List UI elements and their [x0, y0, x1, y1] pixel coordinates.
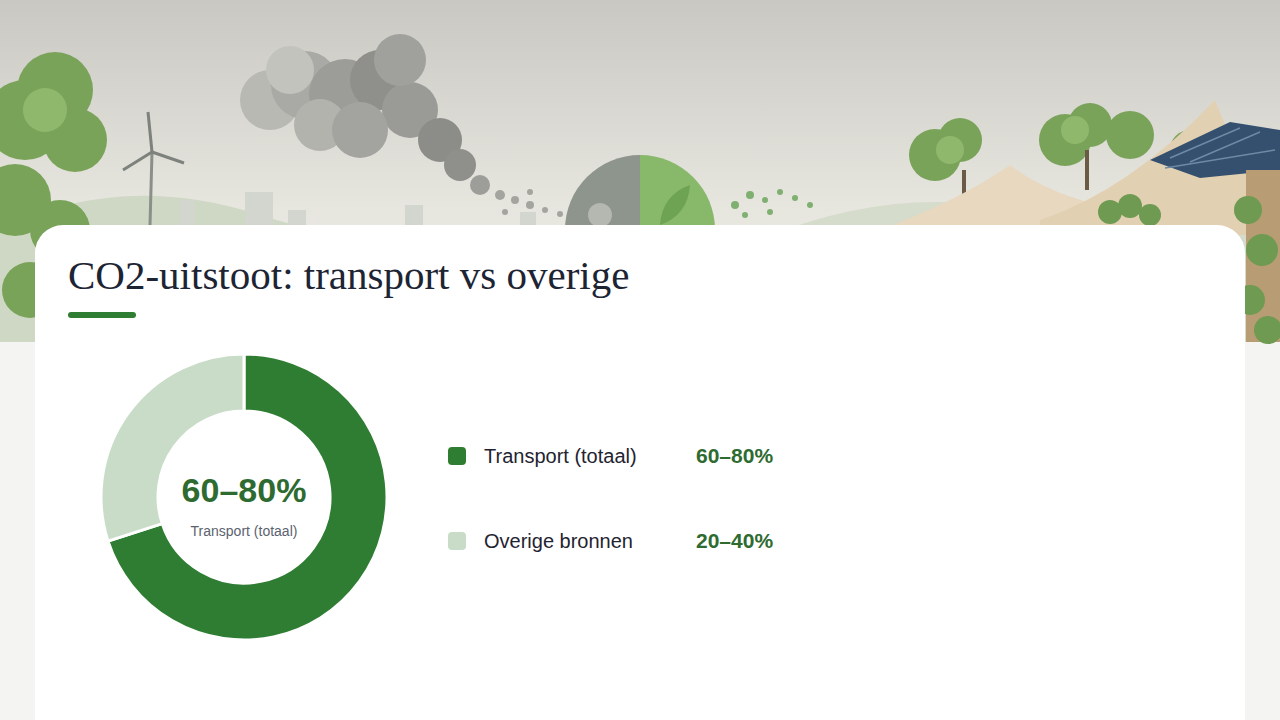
smoke-dot [527, 189, 533, 195]
legend-swatch [448, 532, 466, 550]
smoke-dot [526, 201, 534, 209]
turbine-mast [150, 152, 152, 225]
wall [1246, 170, 1280, 342]
legend-value: 60–80% [696, 444, 773, 467]
smoke-dot [557, 211, 563, 217]
tree-highlight [936, 136, 964, 164]
tree-highlight [1061, 116, 1089, 144]
leaf-dot [792, 195, 798, 201]
smoke-dot [511, 196, 519, 204]
emblem-right [640, 155, 715, 230]
smoke-cloud [470, 175, 490, 195]
title-underline [68, 312, 136, 318]
chart-svg: CO2-uitstoot: transport vs overige 60–80%… [0, 0, 1280, 720]
leaf-dot [767, 209, 773, 215]
smoke-dot [542, 207, 548, 213]
solar-grid [1165, 128, 1275, 168]
leaf-dot [807, 202, 813, 208]
smoke-cloud [266, 46, 314, 94]
emblem-cloud [588, 203, 612, 227]
leaf-dot [777, 189, 783, 195]
slices [101, 354, 387, 640]
emblem-leaf [660, 185, 690, 225]
leaf-dot [731, 201, 739, 209]
legend: Transport (totaal) 60–80% Overige bronnen 2… [448, 444, 773, 552]
smoke-cloud [374, 34, 426, 86]
vine [1234, 196, 1262, 224]
tent [1040, 100, 1280, 235]
vine [1139, 204, 1161, 226]
chart-title: CO2-uitstoot: transport vs overige [68, 252, 629, 298]
smoke-dot [495, 190, 505, 200]
turbine-blade [123, 152, 152, 170]
vine [1118, 194, 1142, 218]
legend-value: 20–40% [696, 529, 773, 552]
solar-panel [1150, 122, 1280, 178]
center-value: 60–80% [182, 471, 307, 509]
vine [1254, 316, 1280, 344]
smoke-dot [502, 209, 508, 215]
tree-highlight [23, 88, 67, 132]
leaf-dot [762, 197, 768, 203]
leaf-dot [742, 212, 748, 218]
chart-root: CO2-uitstoot: transport vs overige 60–80%… [0, 0, 1280, 720]
turbine-blade [152, 152, 184, 163]
legend-swatch [448, 447, 466, 465]
donut-slice [101, 354, 244, 541]
vine [1246, 234, 1278, 266]
smoke-cloud [444, 149, 476, 181]
tree [1039, 114, 1091, 166]
center-caption: Transport (totaal) [191, 523, 298, 539]
emblem-left [565, 155, 640, 230]
smoke-cloud [332, 102, 388, 158]
leaf-dot [746, 191, 754, 199]
card [35, 225, 1245, 720]
legend-label: Transport (totaal) [484, 445, 637, 467]
turbine-blade [148, 112, 152, 152]
tree [1106, 111, 1154, 159]
legend-label: Overige bronnen [484, 530, 633, 552]
tree-trunk [1085, 150, 1089, 190]
